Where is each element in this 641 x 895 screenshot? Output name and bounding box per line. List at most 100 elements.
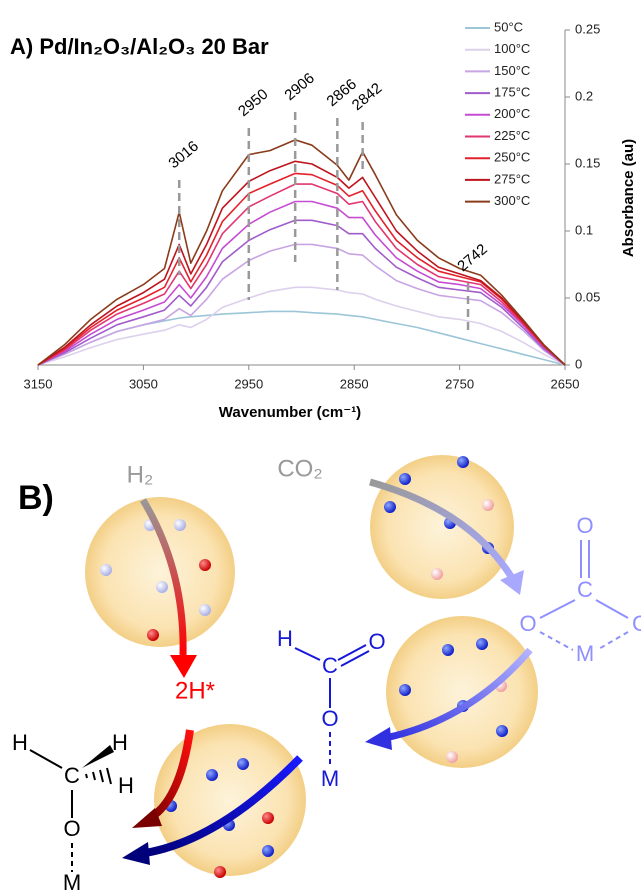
arrowhead	[132, 808, 162, 828]
series-line	[37, 183, 566, 366]
legend-label: 150°C	[494, 63, 530, 78]
atom-dot	[174, 519, 186, 531]
arrowhead	[500, 570, 524, 595]
x-tick-label: 2750	[445, 376, 474, 391]
legend-label: 100°C	[494, 41, 530, 56]
arrowhead	[170, 655, 197, 678]
atom-dot	[214, 866, 226, 878]
atom-dot	[399, 473, 411, 485]
peak-label: 2906	[281, 70, 317, 104]
arrowhead	[365, 727, 392, 750]
atom-dot	[199, 604, 211, 616]
x-tick-label: 2850	[340, 376, 369, 391]
peak-label: 2742	[454, 241, 490, 275]
y-tick-label: 0	[575, 356, 582, 371]
panel-label: B)	[18, 479, 54, 517]
atom-label: O	[321, 706, 338, 731]
wedge-bond	[82, 745, 114, 768]
arrow	[139, 498, 187, 656]
series-line	[37, 172, 566, 366]
atom-label: H	[12, 730, 28, 755]
h2-label: H₂	[127, 461, 154, 488]
legend-label: 175°C	[494, 85, 530, 100]
atom-label: M	[576, 641, 594, 666]
atom-dot	[496, 725, 508, 737]
atom-dot	[431, 568, 443, 580]
atom-label: O	[63, 816, 80, 841]
series-line	[37, 200, 566, 366]
x-tick-label: 3050	[129, 376, 158, 391]
plot-area: 3150 3050 2950 2850 2750 2650 0 0.05 0.1 0.15 0.2 0…	[24, 19, 601, 391]
atom-label: O	[368, 629, 385, 654]
atom-dot	[482, 499, 494, 511]
atom-dot	[237, 758, 249, 770]
arrow	[369, 478, 515, 580]
diagram: B)	[12, 455, 641, 895]
legend-label: 250°C	[494, 150, 530, 165]
atom-label: O	[576, 513, 593, 538]
series-line	[37, 286, 566, 366]
atom-label: C	[322, 653, 338, 678]
atom-dot	[262, 845, 274, 857]
co2-label: CO₂	[277, 455, 322, 482]
x-axis-label: Wavenumber (cm⁻¹)	[219, 404, 361, 421]
bond	[596, 631, 629, 651]
atom-label: O	[519, 611, 536, 636]
y-tick-label: 0.05	[575, 289, 600, 304]
bond	[337, 644, 367, 661]
atom-label: C	[64, 763, 80, 788]
x-tick-label: 3150	[24, 376, 53, 391]
hydrogen-label: 2H*	[175, 677, 215, 704]
y-tick-label: 0.2	[575, 88, 593, 103]
atom-dot	[100, 564, 112, 576]
legend-label: 275°C	[494, 171, 530, 186]
atom-dot	[446, 751, 458, 763]
particle	[154, 724, 306, 876]
atom-label: H	[118, 773, 134, 798]
atom-dot	[476, 638, 488, 650]
bond	[29, 749, 63, 769]
arrow	[144, 755, 303, 857]
atom-dot	[457, 456, 469, 468]
atom-dot	[399, 684, 411, 696]
atom-label: H	[277, 626, 293, 651]
particle	[85, 497, 235, 647]
chart-title: A) Pd/In₂O₃/Al₂O₃ 20 Bar	[10, 34, 269, 59]
arrow	[384, 647, 533, 742]
series-line	[37, 219, 566, 366]
legend-label: 200°C	[494, 106, 530, 121]
carbonate: O C O C M	[519, 513, 641, 666]
series-line	[37, 243, 566, 366]
hash-bond	[85, 767, 112, 785]
legend-label: 50°C	[494, 19, 523, 34]
atom-dot	[442, 644, 454, 656]
bond	[539, 599, 576, 619]
atom-label: H	[112, 730, 128, 755]
atom-dot	[156, 581, 168, 593]
y-tick-label: 0.25	[575, 21, 600, 36]
x-tick-label: 2650	[551, 376, 580, 391]
bond	[294, 647, 321, 661]
bond	[595, 599, 629, 619]
y-tick-label: 0.15	[575, 155, 600, 170]
x-tick-label: 2950	[234, 376, 263, 391]
atom-dot	[206, 769, 218, 781]
arrowhead	[122, 842, 150, 865]
formate: H C O O M	[277, 626, 386, 791]
atom-dot	[147, 629, 159, 641]
atom-label: M	[63, 870, 81, 895]
peak-label: 3016	[165, 138, 201, 172]
atom-dot	[262, 812, 274, 824]
methoxy: H C H H O M	[12, 730, 134, 895]
atom-label: M	[321, 766, 339, 791]
series-line	[37, 160, 566, 366]
y-tick-label: 0.1	[575, 222, 593, 237]
particle	[370, 455, 514, 599]
legend-label: 225°C	[494, 128, 530, 143]
atom-dot	[384, 501, 396, 513]
peak-label: 2950	[235, 86, 271, 120]
atom-label: C	[577, 577, 593, 602]
atom-dot	[199, 559, 211, 571]
